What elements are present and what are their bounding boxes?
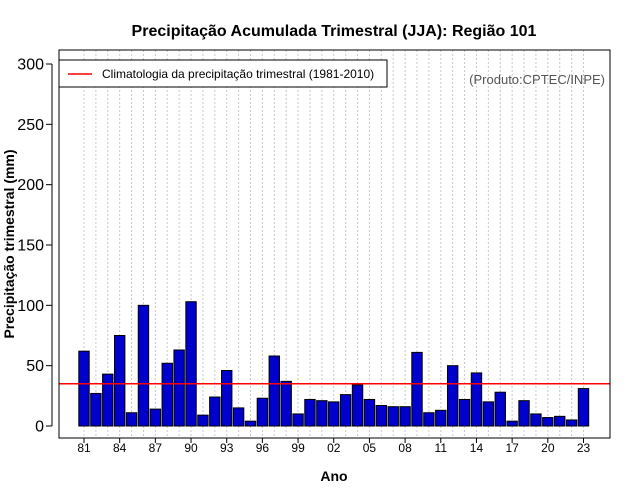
- x-tick-label-11: 11: [435, 441, 448, 455]
- bar-2001: [316, 400, 328, 427]
- x-tick-label-87: 87: [149, 441, 163, 455]
- bar-1984: [113, 335, 126, 427]
- legend: Climatologia da precipitação trimestral …: [58, 59, 388, 88]
- y-tick-label-100: 100: [17, 298, 44, 315]
- bar-2023: [577, 388, 590, 427]
- bar-2016: [494, 391, 506, 427]
- x-tick-label-05: 05: [363, 441, 377, 455]
- bar-2011: [435, 409, 447, 427]
- bar-1995: [244, 420, 257, 427]
- bar-2020: [542, 417, 554, 427]
- x-tick-label-20: 20: [541, 441, 555, 455]
- bar-2013: [458, 398, 471, 427]
- bars: [78, 301, 590, 427]
- bar-1986: [137, 304, 150, 427]
- bar-1990: [185, 301, 197, 427]
- x-tick-label-93: 93: [220, 441, 234, 455]
- y-axis: 0 50 100 150 200 250 300: [17, 57, 53, 436]
- y-tick-label-200: 200: [17, 177, 44, 194]
- bar-2000: [304, 398, 316, 427]
- x-tick-label-08: 08: [398, 441, 412, 455]
- x-tick-label-84: 84: [113, 441, 127, 455]
- bar-1981: [78, 350, 90, 427]
- bar-1993: [221, 369, 233, 427]
- x-axis-label: Ano: [320, 468, 347, 484]
- x-tick-label-14: 14: [470, 441, 484, 455]
- bar-2021: [554, 415, 566, 427]
- y-tick-label-50: 50: [26, 358, 44, 375]
- bar-1997: [268, 355, 280, 427]
- x-axis: 81 84 87 90 93 96 99 02 05 08 11 14 17 20 23: [77, 437, 591, 455]
- bar-1996: [256, 397, 269, 427]
- x-tick-label-02: 02: [327, 441, 341, 455]
- bar-2008: [399, 406, 411, 427]
- bar-2005: [363, 398, 376, 427]
- bar-1998: [280, 380, 292, 427]
- bar-2007: [387, 406, 399, 427]
- y-tick-label-250: 250: [17, 117, 44, 134]
- legend-label: Climatologia da precipitação trimestral …: [102, 67, 374, 81]
- product-credit: (Produto:CPTEC/INPE): [469, 72, 605, 87]
- grid-lines: [83, 50, 584, 438]
- bar-1985: [125, 412, 138, 427]
- bar-2012: [446, 365, 459, 427]
- chart-title: Precipitação Acumulada Trimestral (JJA):…: [132, 23, 537, 40]
- bar-1999: [292, 413, 304, 427]
- bar-2014: [470, 372, 483, 427]
- bar-2019: [530, 413, 542, 427]
- bar-1987: [149, 408, 162, 427]
- bar-1982: [90, 392, 102, 427]
- x-tick-label-23: 23: [577, 441, 591, 455]
- bar-2022: [565, 419, 578, 427]
- bar-2009: [411, 351, 423, 427]
- bar-1983: [102, 373, 114, 427]
- bar-2006: [375, 404, 388, 427]
- x-tick-label-81: 81: [77, 441, 91, 455]
- bar-1994: [232, 407, 245, 427]
- y-tick-label-0: 0: [35, 419, 44, 436]
- legend-box: [58, 59, 388, 88]
- bar-2018: [518, 400, 530, 427]
- x-tick-label-17: 17: [505, 441, 519, 455]
- x-tick-label-90: 90: [184, 441, 198, 455]
- bar-2003: [339, 394, 352, 427]
- bar-2002: [328, 401, 340, 427]
- bar-2015: [482, 401, 495, 427]
- bar-1989: [173, 349, 185, 427]
- x-tick-label-99: 99: [291, 441, 305, 455]
- bar-1992: [209, 396, 221, 427]
- bar-1988: [161, 362, 173, 427]
- bar-2010: [423, 412, 435, 427]
- bar-1991: [197, 414, 209, 427]
- y-tick-label-150: 150: [17, 238, 44, 255]
- x-tick-label-96: 96: [256, 441, 270, 455]
- bar-2017: [506, 420, 518, 427]
- bar-2004: [351, 384, 364, 427]
- y-tick-label-300: 300: [17, 57, 44, 74]
- y-axis-label: Precipitação trimestral (mm): [1, 149, 17, 338]
